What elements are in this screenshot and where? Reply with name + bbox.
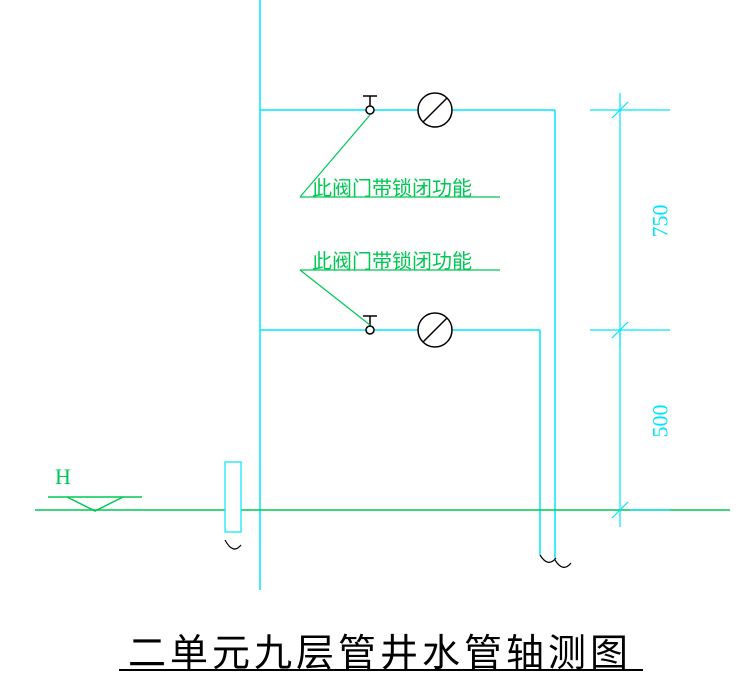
floor-label: H — [55, 464, 71, 490]
meter-upper — [418, 93, 452, 127]
dim-lower-value: 500 — [648, 405, 674, 438]
pipes — [260, 0, 555, 590]
annotation-lower-leader — [300, 270, 500, 325]
diagram-svg — [0, 0, 750, 691]
riser-box-tail — [225, 540, 241, 549]
riser-tail-2 — [555, 560, 571, 567]
riser-tail-1 — [540, 555, 556, 562]
drawing-title: 二单元九层管井水管轴测图 — [128, 622, 632, 677]
dim-upper-value: 750 — [648, 205, 674, 238]
dimensions — [590, 93, 670, 527]
riser-box — [225, 462, 241, 532]
meter-lower — [418, 313, 452, 347]
annotation-lower-text: 此阀门带锁闭功能 — [312, 245, 472, 274]
valve-upper — [363, 96, 377, 114]
annotation-upper-text: 此阀门带锁闭功能 — [312, 172, 472, 201]
elevation-triangle — [67, 497, 123, 511]
